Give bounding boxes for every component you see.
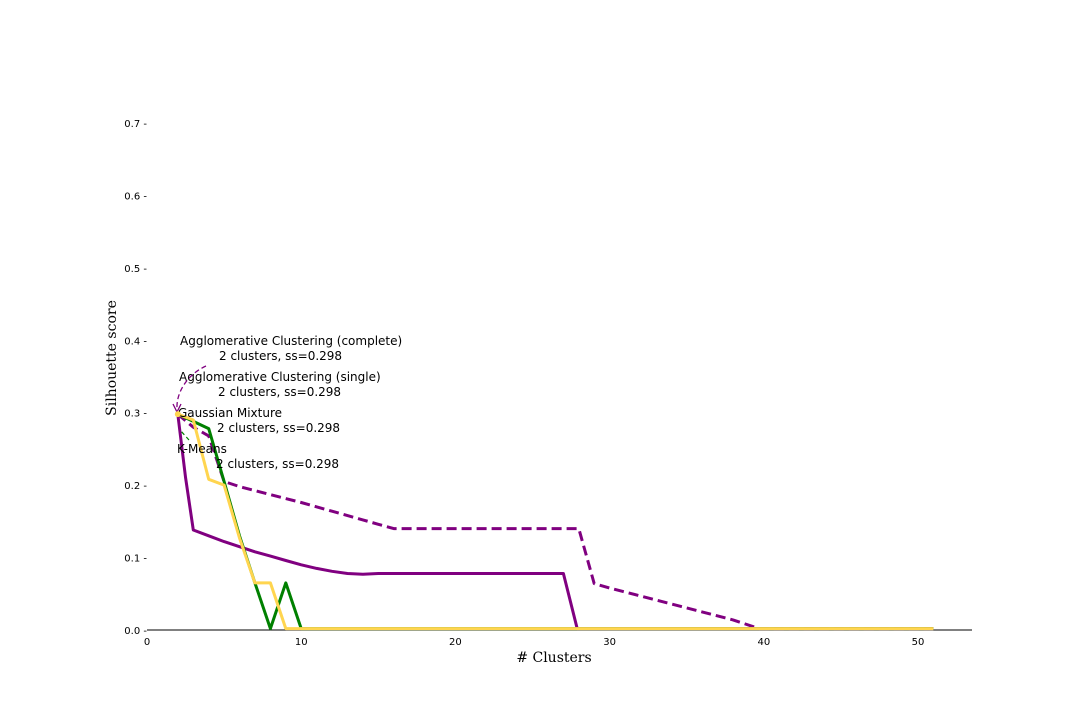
y-tick-label: 0.1 - bbox=[124, 554, 147, 565]
annotation-layer: Agglomerative Clustering (complete) 2 cl… bbox=[172, 334, 402, 471]
x-axis-label: # Clusters bbox=[516, 650, 591, 666]
y-tick-label: 0.7 - bbox=[124, 119, 147, 130]
y-ticks: 0.0 - 0.1 - 0.2 - 0.3 - 0.4 - 0.5 - 0.6 - 0.7 - bbox=[124, 119, 147, 637]
x-tick-label: 0 bbox=[144, 637, 150, 648]
annotation-gmm-title: Gaussian Mixture bbox=[178, 406, 282, 420]
y-tick-label: 0.2 - bbox=[124, 481, 147, 492]
annotation-gmm-detail: 2 clusters, ss=0.298 bbox=[217, 421, 340, 435]
annotation-complete-detail: 2 clusters, ss=0.298 bbox=[219, 349, 342, 363]
y-tick-label: 0.3 - bbox=[124, 409, 147, 420]
y-tick-label: 0.4 - bbox=[124, 336, 147, 347]
y-tick-label: 0.6 - bbox=[124, 191, 147, 202]
y-tick-label: 0.0 - bbox=[124, 626, 147, 637]
annotation-single-title: Agglomerative Clustering (single) bbox=[179, 370, 381, 384]
annotation-kmeans-detail: 2 clusters, ss=0.298 bbox=[216, 457, 339, 471]
x-tick-label: 20 bbox=[449, 637, 462, 648]
x-tick-label: 40 bbox=[757, 637, 770, 648]
annotation-kmeans-arrow bbox=[179, 429, 190, 441]
series-line bbox=[177, 412, 934, 631]
x-tick-label: 30 bbox=[603, 637, 616, 648]
annotation-target-marker bbox=[174, 411, 181, 418]
series-line bbox=[176, 413, 934, 631]
x-ticks: 0 10 20 30 40 50 bbox=[144, 637, 925, 648]
x-tick-label: 50 bbox=[912, 637, 925, 648]
annotation-complete-title: Agglomerative Clustering (complete) bbox=[180, 334, 402, 348]
annotation-complete-arrow bbox=[176, 365, 207, 410]
annotation-single-detail: 2 clusters, ss=0.298 bbox=[218, 385, 341, 399]
series-line bbox=[177, 412, 934, 631]
x-tick-label: 10 bbox=[295, 637, 308, 648]
y-tick-label: 0.5 - bbox=[124, 264, 147, 275]
y-axis-label: Silhouette score bbox=[104, 300, 120, 416]
series-line bbox=[176, 414, 934, 631]
annotation-kmeans-title: K-Means bbox=[177, 442, 227, 456]
series-layer bbox=[176, 412, 934, 631]
